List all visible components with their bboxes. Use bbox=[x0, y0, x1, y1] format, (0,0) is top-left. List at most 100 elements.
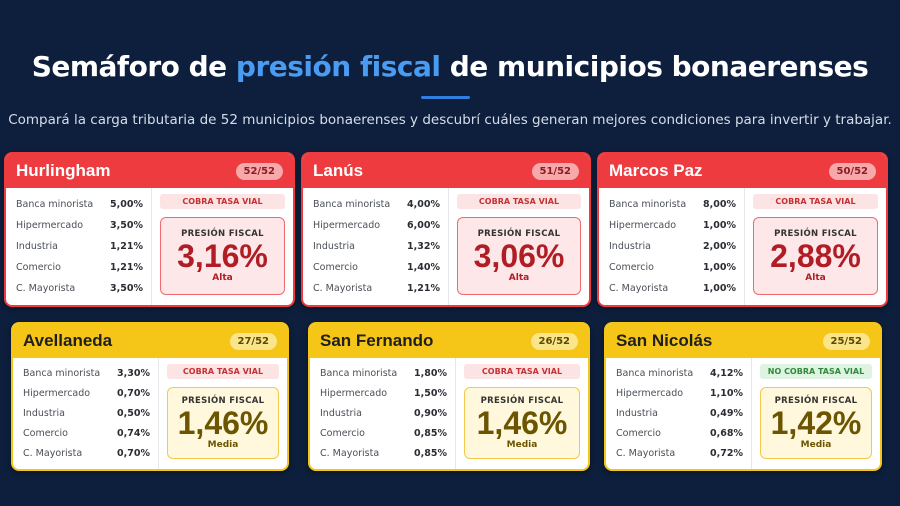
presion-value: 3,16% bbox=[177, 238, 268, 274]
rate-row: Banca minorista 1,80% bbox=[320, 368, 447, 379]
rank-badge: 52/52 bbox=[235, 162, 283, 180]
page-subtitle: Compará la carga tributaria de 52 munici… bbox=[8, 112, 892, 128]
rate-label: Banca minorista bbox=[609, 199, 687, 210]
rate-label: Hipermercado bbox=[320, 388, 388, 400]
tasa-vial-badge: COBRA TASA VIAL bbox=[167, 364, 279, 379]
municipio-card: Hurlingham 52/52 Banca minorista 5,00% H… bbox=[4, 152, 295, 307]
rank-badge: 51/52 bbox=[531, 162, 579, 180]
rate-row: Banca minorista 8,00% bbox=[609, 199, 736, 210]
rate-value: 1,21% bbox=[110, 241, 143, 252]
rate-value: 1,10% bbox=[710, 388, 743, 400]
rate-label: Industria bbox=[616, 407, 658, 419]
rate-value: 0,85% bbox=[414, 447, 447, 459]
rate-value: 1,00% bbox=[703, 220, 736, 231]
rate-row: Hipermercado 1,00% bbox=[609, 220, 736, 231]
rate-row: C. Mayorista 1,00% bbox=[609, 283, 736, 294]
rate-row: Comercio 0,85% bbox=[320, 428, 447, 439]
presion-value: 1,42% bbox=[770, 405, 862, 441]
rates-list: Banca minorista 4,00% Hipermercado 6,00%… bbox=[303, 188, 449, 305]
rate-row: Industria 0,50% bbox=[23, 408, 150, 419]
rate-value: 4,12% bbox=[710, 368, 743, 380]
presion-panel: COBRA TASA VIAL PRESIÓN FISCAL 3,16% Alt… bbox=[152, 188, 293, 305]
rate-label: C. Mayorista bbox=[609, 283, 669, 294]
presion-box: PRESIÓN FISCAL 3,06% Alta bbox=[457, 217, 581, 295]
card-body: Banca minorista 4,12% Hipermercado 1,10%… bbox=[606, 358, 880, 469]
presion-box: PRESIÓN FISCAL 1,46% Media bbox=[167, 387, 279, 459]
rate-value: 1,21% bbox=[110, 262, 143, 273]
rate-row: Industria 2,00% bbox=[609, 241, 736, 252]
presion-value: 2,88% bbox=[770, 238, 861, 274]
rate-label: Industria bbox=[609, 241, 651, 252]
rate-row: C. Mayorista 0,72% bbox=[616, 448, 743, 459]
rate-label: Comercio bbox=[16, 262, 61, 273]
card-body: Banca minorista 4,00% Hipermercado 6,00%… bbox=[303, 188, 589, 305]
rate-label: Comercio bbox=[609, 262, 654, 273]
rate-label: Industria bbox=[313, 241, 355, 252]
title-part1: Semáforo de bbox=[31, 50, 236, 83]
rate-label: Industria bbox=[23, 407, 65, 419]
presion-box: PRESIÓN FISCAL 1,46% Media bbox=[464, 387, 580, 459]
rank-badge: 25/52 bbox=[822, 332, 870, 350]
rate-label: Comercio bbox=[313, 262, 358, 273]
municipio-name: San Nicolás bbox=[616, 331, 713, 350]
presion-value: 3,06% bbox=[473, 238, 565, 274]
rate-label: Comercio bbox=[320, 427, 365, 439]
rate-value: 3,30% bbox=[117, 368, 150, 380]
rate-value: 3,50% bbox=[110, 283, 143, 294]
rate-value: 2,00% bbox=[703, 241, 736, 252]
municipio-name: Avellaneda bbox=[23, 331, 113, 350]
rate-row: Banca minorista 3,30% bbox=[23, 368, 150, 379]
card-body: Banca minorista 1,80% Hipermercado 1,50%… bbox=[310, 358, 588, 469]
card-body: Banca minorista 8,00% Hipermercado 1,00%… bbox=[599, 188, 886, 305]
municipio-name: San Fernando bbox=[320, 331, 434, 350]
municipio-name: Marcos Paz bbox=[609, 161, 703, 180]
rate-value: 0,90% bbox=[414, 407, 447, 419]
rate-value: 0,70% bbox=[117, 447, 150, 459]
presion-panel: COBRA TASA VIAL PRESIÓN FISCAL 3,06% Alt… bbox=[449, 188, 589, 305]
presion-label: PRESIÓN FISCAL bbox=[477, 229, 561, 239]
rate-value: 1,00% bbox=[703, 262, 736, 273]
rate-value: 1,00% bbox=[703, 283, 736, 294]
rate-label: C. Mayorista bbox=[313, 283, 373, 294]
rate-row: Comercio 1,40% bbox=[313, 262, 440, 273]
rate-row: Industria 1,21% bbox=[16, 241, 143, 252]
rate-label: Hipermercado bbox=[313, 220, 381, 231]
rate-value: 1,50% bbox=[414, 388, 447, 400]
presion-level: Alta bbox=[805, 273, 826, 283]
rate-row: Banca minorista 5,00% bbox=[16, 199, 143, 210]
card-body: Banca minorista 5,00% Hipermercado 3,50%… bbox=[6, 188, 293, 305]
rate-label: Banca minorista bbox=[313, 199, 391, 210]
presion-panel: COBRA TASA VIAL PRESIÓN FISCAL 1,46% Med… bbox=[456, 358, 588, 469]
rank-badge: 50/52 bbox=[828, 162, 876, 180]
rate-value: 0,72% bbox=[710, 447, 743, 459]
presion-panel: COBRA TASA VIAL PRESIÓN FISCAL 2,88% Alt… bbox=[745, 188, 886, 305]
municipio-name: Hurlingham bbox=[16, 161, 111, 180]
rate-label: Hipermercado bbox=[23, 388, 91, 400]
presion-level: Media bbox=[800, 440, 832, 450]
rates-list: Banca minorista 1,80% Hipermercado 1,50%… bbox=[310, 358, 456, 469]
municipio-card: Lanús 51/52 Banca minorista 4,00% Hiperm… bbox=[301, 152, 591, 307]
card-header: Hurlingham 52/52 bbox=[6, 154, 293, 188]
card-body: Banca minorista 3,30% Hipermercado 0,70%… bbox=[13, 358, 287, 469]
presion-label: PRESIÓN FISCAL bbox=[774, 396, 858, 406]
presion-level: Media bbox=[506, 440, 538, 450]
rate-row: Banca minorista 4,12% bbox=[616, 368, 743, 379]
rate-row: Banca minorista 4,00% bbox=[313, 199, 440, 210]
rate-row: Comercio 1,00% bbox=[609, 262, 736, 273]
presion-box: PRESIÓN FISCAL 3,16% Alta bbox=[160, 217, 285, 295]
rate-label: Comercio bbox=[23, 427, 68, 439]
rates-list: Banca minorista 8,00% Hipermercado 1,00%… bbox=[599, 188, 745, 305]
presion-level: Alta bbox=[212, 273, 233, 283]
rate-value: 4,00% bbox=[407, 199, 440, 210]
rate-label: Hipermercado bbox=[16, 220, 84, 231]
rate-value: 0,50% bbox=[117, 407, 150, 419]
rate-label: Industria bbox=[16, 241, 58, 252]
presion-label: PRESIÓN FISCAL bbox=[774, 229, 857, 239]
tasa-vial-badge: COBRA TASA VIAL bbox=[457, 194, 581, 209]
presion-value: 1,46% bbox=[476, 405, 568, 441]
municipio-card: San Nicolás 25/52 Banca minorista 4,12% … bbox=[604, 322, 882, 471]
tasa-vial-badge: COBRA TASA VIAL bbox=[160, 194, 285, 209]
presion-label: PRESIÓN FISCAL bbox=[480, 396, 564, 406]
rate-value: 1,21% bbox=[407, 283, 440, 294]
rate-value: 0,74% bbox=[117, 427, 150, 439]
